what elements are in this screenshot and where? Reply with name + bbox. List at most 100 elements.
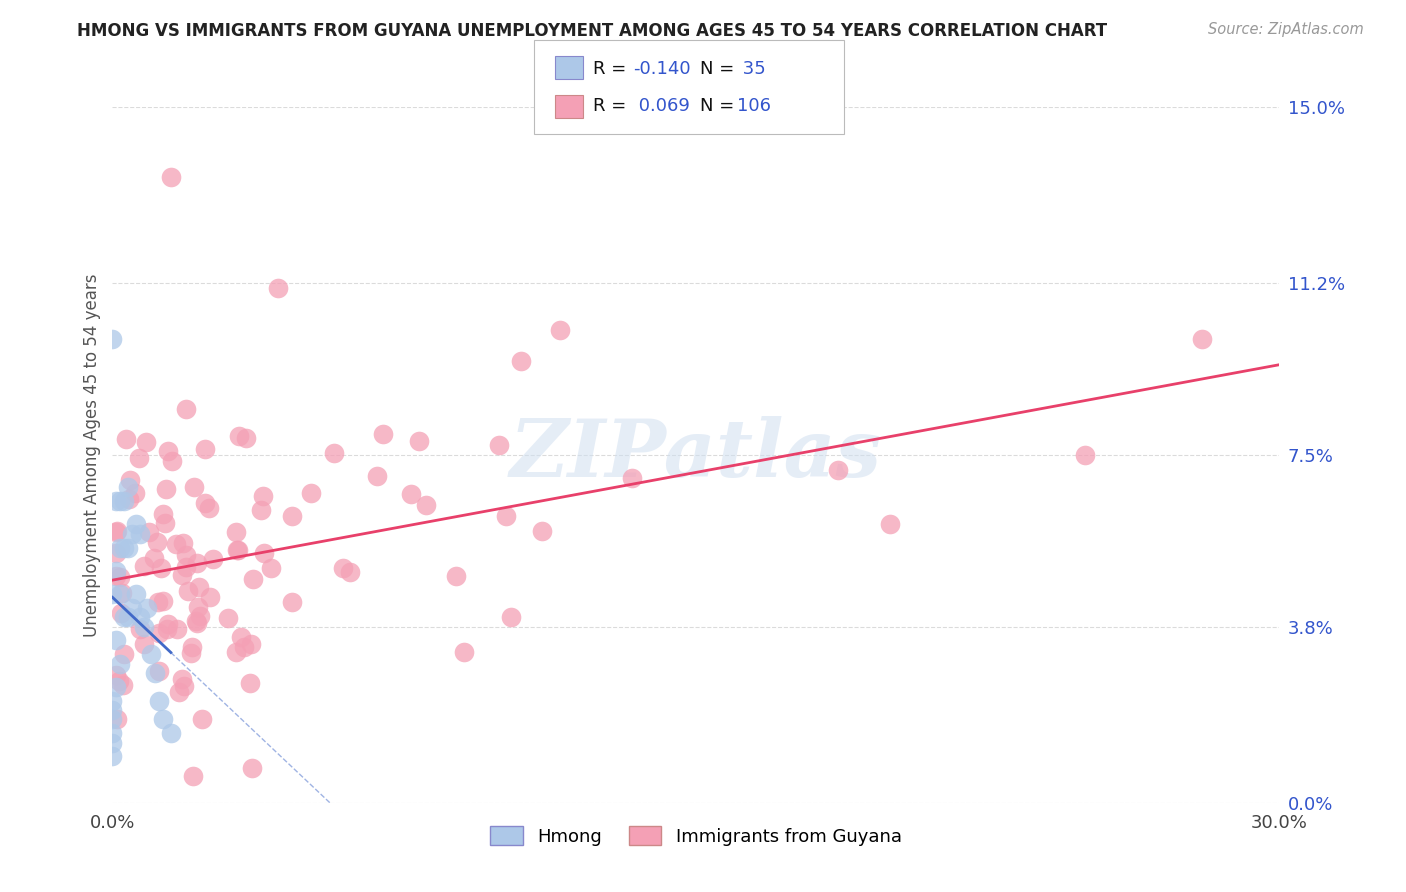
Point [239, 676, 262, 690]
Point [621, 471, 644, 485]
Point [250, 503, 273, 517]
Point [202, 552, 225, 566]
Point [141, 648, 163, 662]
Point [105, 569, 128, 583]
Text: 35: 35 [737, 60, 765, 78]
Point [117, 610, 139, 624]
Point [101, 726, 124, 740]
Point [260, 561, 283, 575]
Point [180, 646, 202, 660]
Point [228, 542, 250, 557]
Point [112, 541, 135, 555]
Point [253, 545, 276, 559]
Point [105, 546, 128, 560]
Point [117, 541, 139, 555]
Text: R =: R = [593, 97, 633, 115]
Point [134, 636, 156, 650]
Point [531, 524, 554, 539]
Point [240, 761, 263, 775]
Point [548, 323, 571, 337]
Point [281, 509, 304, 524]
Point [501, 610, 523, 624]
Text: -0.140: -0.140 [633, 60, 690, 78]
Text: Source: ZipAtlas.com: Source: ZipAtlas.com [1208, 22, 1364, 37]
Point [156, 443, 179, 458]
Point [176, 583, 198, 598]
Point [167, 684, 190, 698]
Point [148, 694, 170, 708]
Point [323, 446, 346, 460]
Point [408, 434, 430, 448]
Point [176, 560, 198, 574]
Point [148, 626, 170, 640]
Point [186, 557, 208, 571]
Point [217, 611, 239, 625]
Point [172, 535, 194, 549]
Text: 0.069: 0.069 [633, 97, 689, 115]
Point [299, 486, 322, 500]
Point [252, 489, 274, 503]
Point [1191, 332, 1213, 346]
Point [281, 595, 304, 609]
Point [145, 534, 167, 549]
Point [495, 508, 517, 523]
Point [197, 500, 219, 515]
Point [108, 570, 131, 584]
Point [118, 491, 141, 506]
Point [148, 665, 170, 679]
Text: R =: R = [593, 60, 633, 78]
Point [187, 600, 209, 615]
Point [160, 169, 183, 184]
Point [150, 561, 173, 575]
Legend: Hmong, Immigrants from Guyana: Hmong, Immigrants from Guyana [482, 819, 910, 853]
Point [112, 610, 135, 624]
Point [510, 354, 533, 368]
Point [101, 332, 124, 346]
Point [879, 517, 901, 532]
Point [415, 498, 437, 512]
Point [173, 680, 195, 694]
Text: HMONG VS IMMIGRANTS FROM GUYANA UNEMPLOYMENT AMONG AGES 45 TO 54 YEARS CORRELATI: HMONG VS IMMIGRANTS FROM GUYANA UNEMPLOY… [77, 22, 1108, 40]
Point [194, 496, 217, 510]
Point [132, 619, 155, 633]
Point [105, 633, 128, 648]
Point [366, 468, 388, 483]
Point [153, 516, 176, 530]
Point [371, 426, 394, 441]
Point [166, 623, 188, 637]
Point [152, 712, 174, 726]
Point [121, 526, 143, 541]
Point [488, 438, 510, 452]
Point [124, 486, 146, 500]
Point [239, 637, 262, 651]
Point [225, 524, 247, 539]
Point [110, 607, 132, 621]
Text: N =: N = [700, 60, 740, 78]
Point [105, 494, 128, 508]
Point [128, 610, 150, 624]
Point [165, 537, 187, 551]
Point [339, 565, 361, 579]
Point [172, 672, 194, 686]
Y-axis label: Unemployment Among Ages 45 to 54 years: Unemployment Among Ages 45 to 54 years [83, 273, 101, 637]
Point [198, 590, 221, 604]
Point [148, 595, 170, 609]
Point [235, 431, 257, 445]
Point [101, 587, 124, 601]
Point [128, 622, 150, 636]
Point [105, 667, 128, 681]
Point [162, 453, 184, 467]
Point [108, 673, 131, 688]
Point [111, 586, 134, 600]
Point [453, 645, 475, 659]
Point [190, 712, 212, 726]
Point [155, 482, 177, 496]
Point [110, 494, 132, 508]
Point [155, 622, 177, 636]
Point [266, 280, 288, 294]
Point [152, 593, 174, 607]
Point [112, 494, 135, 508]
Point [229, 630, 252, 644]
Point [242, 572, 264, 586]
Point [114, 647, 136, 661]
